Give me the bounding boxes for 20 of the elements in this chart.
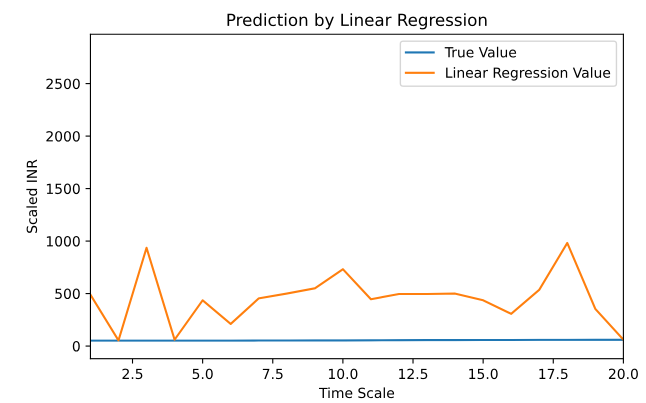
y-tick-label: 1500 (46, 184, 80, 194)
x-tick-label: 15.0 (469, 368, 498, 380)
x-tick-label: 10.0 (328, 368, 358, 380)
y-axis-title: Scaled INR (26, 159, 38, 233)
y-tick-label: 1000 (46, 236, 80, 247)
y-tick-label: 0 (72, 341, 80, 352)
x-tick-label: 17.5 (539, 368, 568, 380)
y-tick-label: 2500 (46, 78, 80, 90)
line-series (90, 242, 624, 342)
legend-label: Linear Regression Value (446, 67, 610, 81)
y-tick-label: 500 (55, 288, 80, 300)
chart-title: Prediction by Linear Regression (228, 13, 487, 30)
x-tick-label: 2.5 (122, 368, 142, 380)
x-axis-title: Time Scale (318, 387, 394, 398)
x-tick-label: 7.5 (262, 368, 283, 380)
y-tick-label: 2000 (46, 131, 80, 142)
legend-label: True Value (444, 46, 516, 58)
x-tick-label: 12.5 (399, 368, 428, 380)
x-tick-label: 5.0 (192, 368, 213, 380)
x-tick-label: 20.0 (608, 368, 638, 380)
